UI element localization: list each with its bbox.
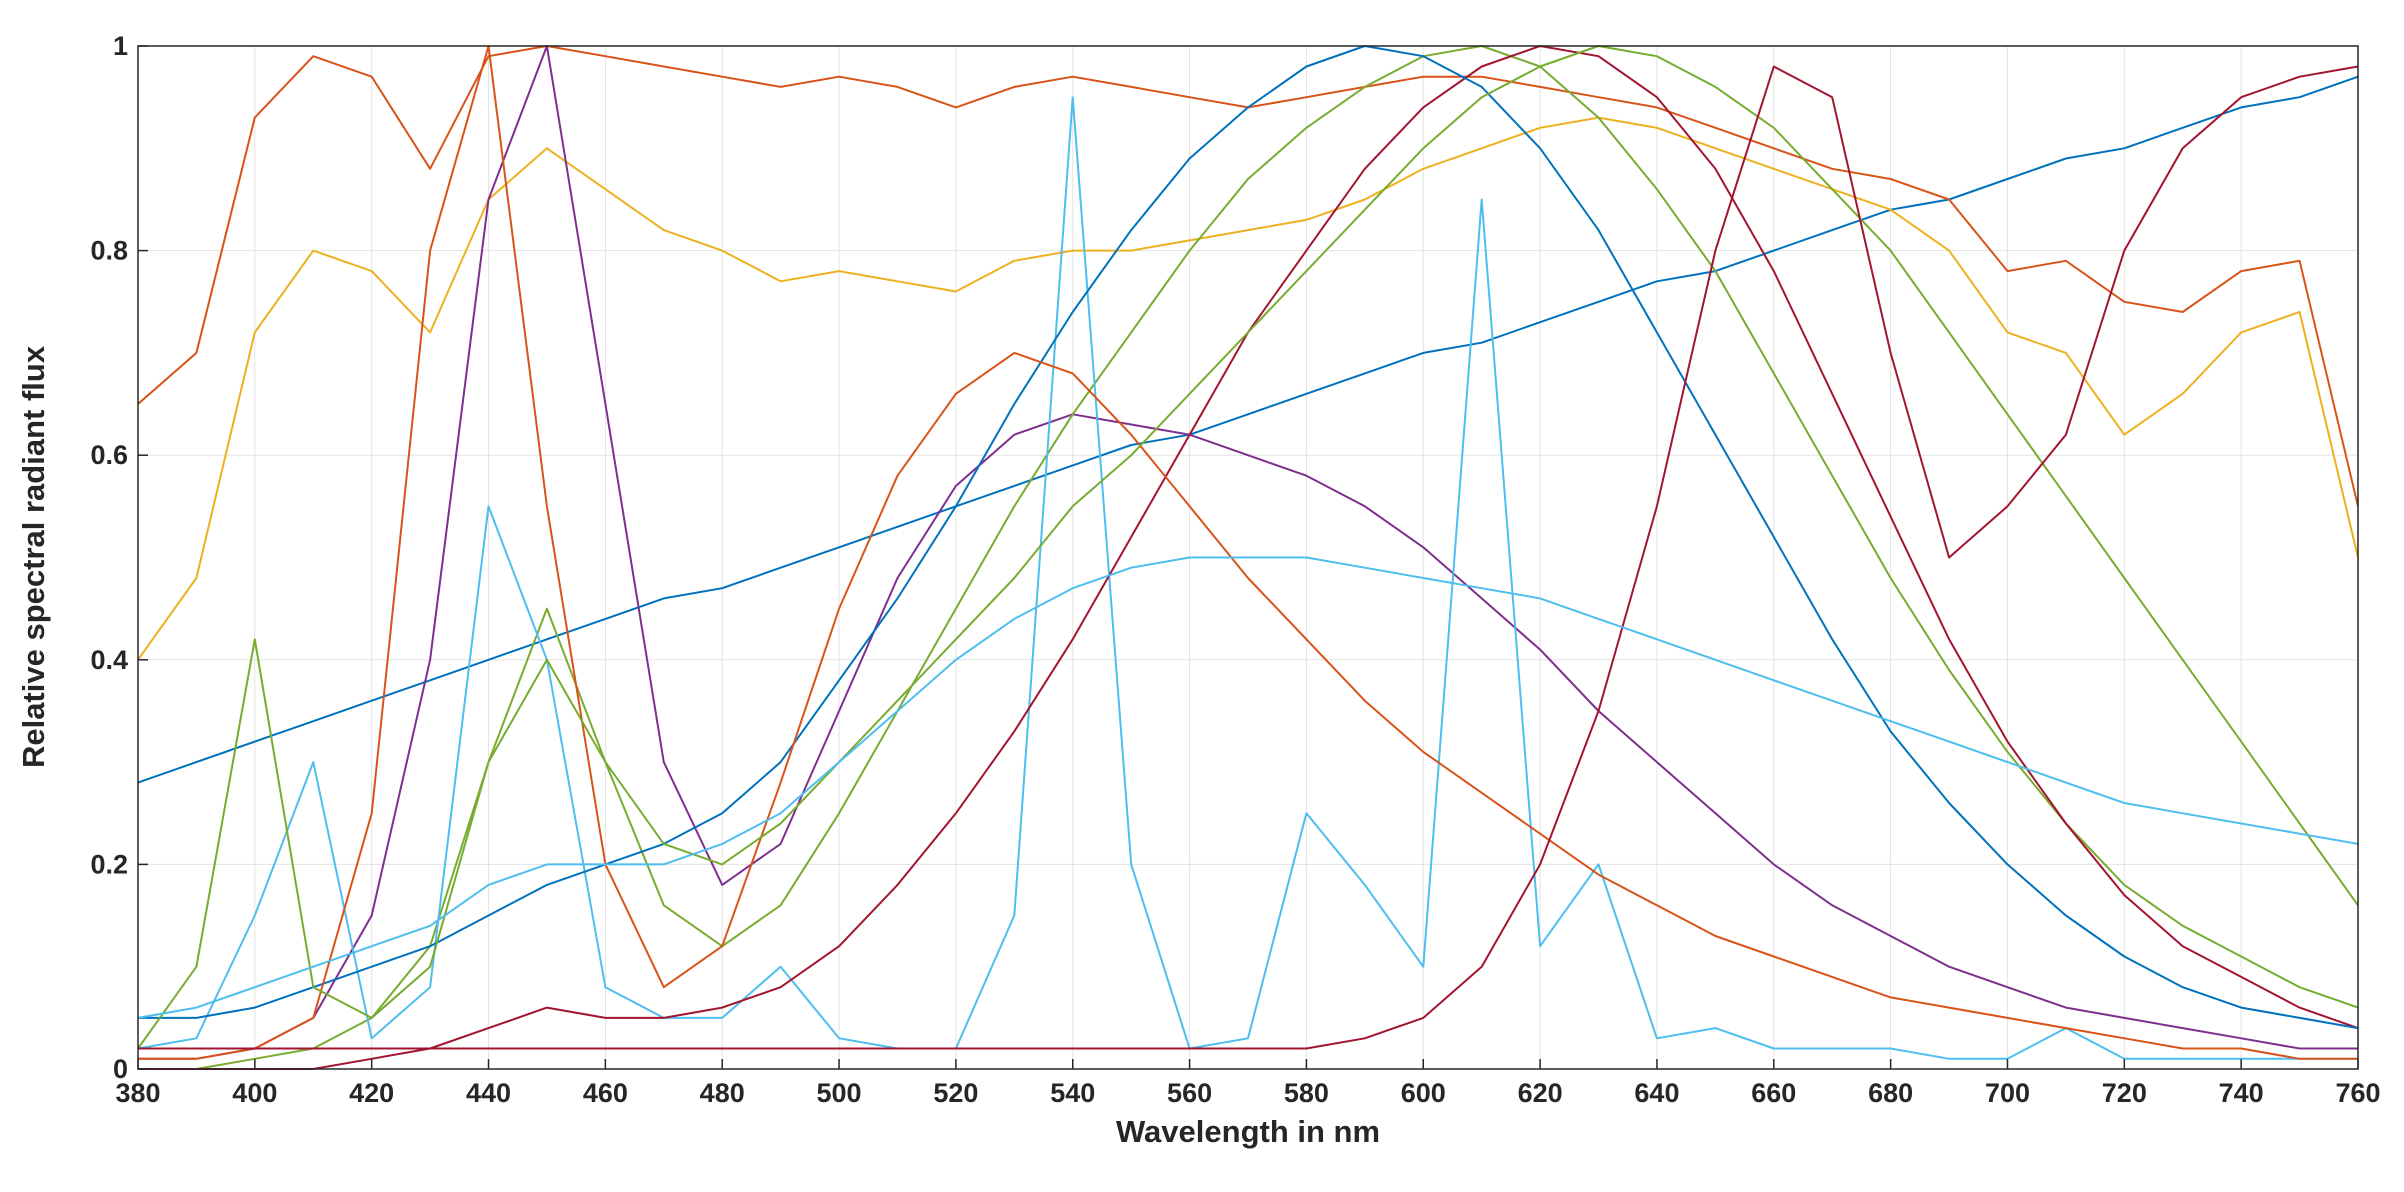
x-tick-label: 740 — [2219, 1078, 2264, 1108]
x-tick-label: 400 — [232, 1078, 277, 1108]
spectrum-line — [138, 45, 2359, 1030]
x-tick-label: 560 — [1167, 1078, 1212, 1108]
x-tick-label: 520 — [933, 1078, 978, 1108]
x-tick-label: 760 — [2335, 1078, 2380, 1108]
y-tick-label: 0.4 — [90, 645, 128, 675]
x-tick-label: 380 — [115, 1078, 160, 1108]
y-tick-label: 0.2 — [90, 849, 128, 879]
y-tick-label: 0 — [113, 1054, 128, 1084]
spectrum-line — [137, 556, 2359, 1019]
x-tick-label: 640 — [1634, 1078, 1679, 1108]
spectrum-line — [137, 96, 2358, 1060]
y-tick-label: 1 — [113, 31, 128, 61]
x-tick-label: 700 — [1985, 1078, 2030, 1108]
spectrum-line — [138, 45, 2358, 1060]
x-tick-label: 600 — [1401, 1078, 1446, 1108]
y-axis-title: Relative spectral radiant flux — [16, 345, 51, 768]
x-tick-label: 420 — [349, 1078, 394, 1108]
x-tick-label: 680 — [1868, 1078, 1913, 1108]
x-axis-title: Wavelength in nm — [1116, 1114, 1380, 1149]
x-tick-label: 460 — [583, 1078, 628, 1108]
spectrum-line — [138, 65, 2359, 1050]
x-tick-label: 540 — [1050, 1078, 1095, 1108]
y-tick-label: 0.8 — [90, 236, 128, 266]
x-tick-label: 660 — [1751, 1078, 1796, 1108]
spectrum-line — [137, 75, 2359, 784]
spectrum-line — [138, 45, 2359, 1070]
y-tick-label: 0.6 — [90, 440, 128, 470]
x-tick-label: 580 — [1284, 1078, 1329, 1108]
spectrum-line — [138, 45, 2358, 1060]
spectrum-line — [137, 116, 2359, 661]
lines — [137, 45, 2359, 1070]
plot-frame — [137, 45, 2359, 1070]
x-tick-label: 480 — [700, 1078, 745, 1108]
x-tick-label: 620 — [1518, 1078, 1563, 1108]
x-tick-label: 500 — [817, 1078, 862, 1108]
x-tick-label: 720 — [2102, 1078, 2147, 1108]
spectrum-line — [137, 45, 2359, 1050]
x-tick-label: 440 — [466, 1078, 511, 1108]
